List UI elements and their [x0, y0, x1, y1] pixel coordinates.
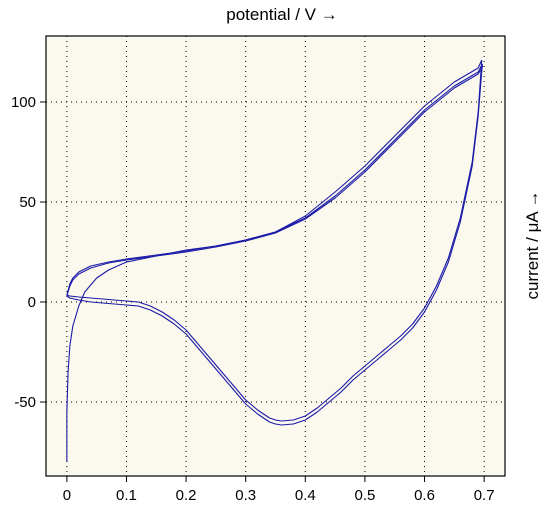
- data-series: [66, 59, 484, 462]
- series-line-2: [66, 59, 483, 422]
- x-tick-label: 0.2: [176, 487, 197, 504]
- x-tick-label: 0: [63, 487, 71, 504]
- x-tick-label: 0.4: [295, 487, 316, 504]
- series-line-1: [66, 59, 483, 462]
- axis-ticks: 0 0.1 0.2 0.3 0.4 0.5 0.6 0.7 -50 0 50 100: [11, 94, 495, 504]
- x-tick-label: 0.6: [414, 487, 435, 504]
- y-tick-label: 0: [28, 294, 36, 311]
- plot-frame: [45, 35, 506, 477]
- series-line-4: [66, 63, 483, 426]
- grid-lines: [46, 36, 505, 476]
- y-tick-label: -50: [14, 394, 36, 411]
- y-tick-label: 100: [11, 94, 36, 111]
- x-tick-label: 0.1: [116, 487, 137, 504]
- x-axis-title: potential / V →: [226, 5, 338, 24]
- x-tick-label: 0.5: [354, 487, 375, 504]
- series-line-5: [66, 65, 484, 297]
- y-axis-title: current / μA →: [523, 191, 542, 300]
- series-line-3: [66, 63, 483, 296]
- y-tick-label: 50: [19, 194, 36, 211]
- x-tick-label: 0.7: [474, 487, 495, 504]
- x-tick-label: 0.3: [235, 487, 256, 504]
